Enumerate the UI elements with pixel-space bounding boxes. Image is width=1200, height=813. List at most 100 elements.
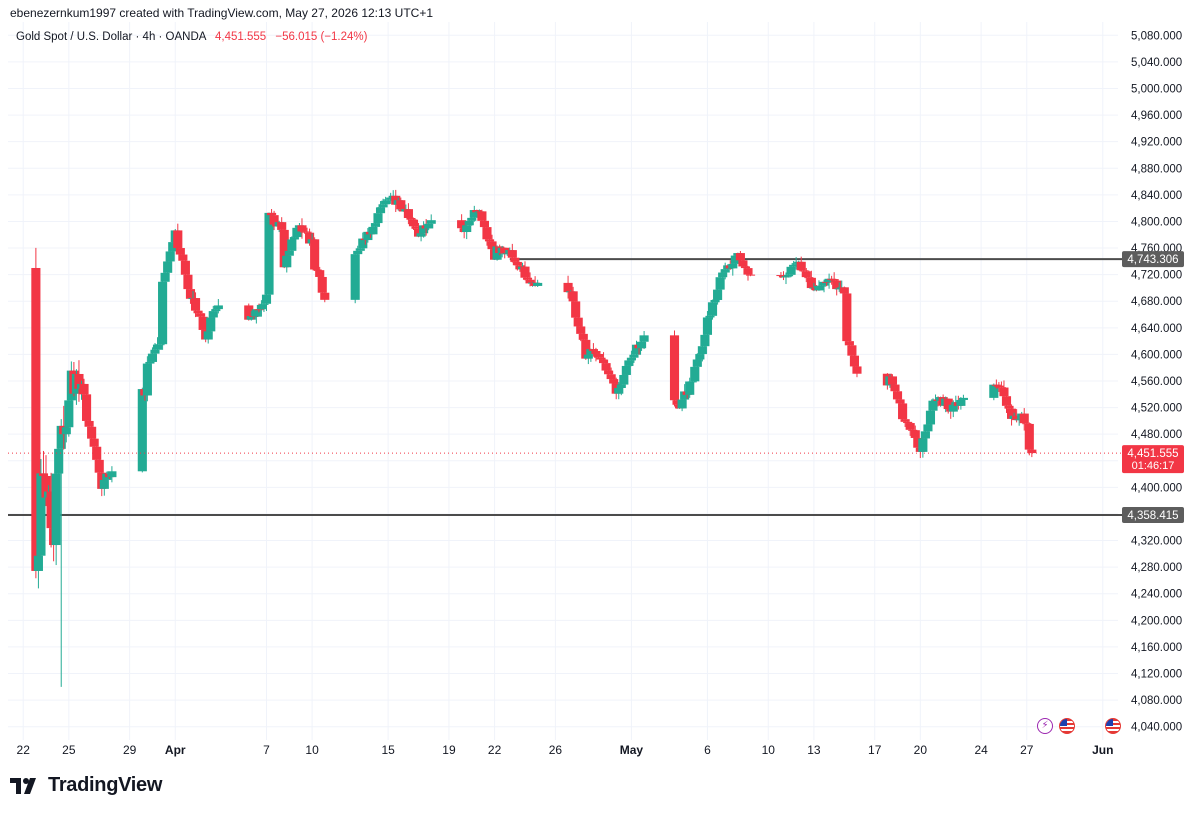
candle-body [525,279,535,284]
candle-body [705,315,715,318]
us-flag-icon[interactable] [1105,718,1121,734]
price-tick-label: 4,920.000 [1131,137,1182,149]
candle-body [467,217,477,221]
candle-body [1012,415,1022,421]
candle-body [692,359,702,367]
candle-body [568,291,578,302]
candle-body [282,255,292,268]
candle-body [355,248,365,251]
candle-body [730,255,740,264]
tradingview-logo[interactable]: TradingView [10,774,162,797]
candle-body [185,289,196,299]
time-tick-label: 25 [62,743,76,757]
candle-body [806,277,816,289]
candle-body [925,410,936,425]
candle-body [510,257,520,262]
candle-body [36,473,46,556]
level-label-box [1122,507,1184,524]
level-label: 4,358.415 [1127,510,1178,522]
time-tick-label: 13 [807,743,821,757]
candle-body [381,200,391,205]
time-axis[interactable]: 22 25 29 Apr 7 10 15 19 22 26 May 6 10 13 17 20 24 27 Jun [17,743,1114,757]
candle-body [315,270,325,277]
candle-body [834,288,844,290]
candle-body [284,250,294,256]
candle-body [898,403,908,420]
price-tick-label: 4,200.000 [1131,615,1182,627]
tradingview-logo-icon [10,777,36,794]
candle-body [89,438,99,447]
last-price-value: 4,451.555 [215,31,267,43]
candle-body [368,226,378,235]
price-tick-label: 4,640.000 [1131,323,1182,335]
level-label-box [1122,251,1184,268]
price-tick-label: 4,480.000 [1131,429,1182,441]
candle-body [687,381,697,383]
candle-body [588,349,598,352]
time-tick-label: 26 [549,743,563,757]
candle-body [728,263,738,269]
price-tick-label: 4,600.000 [1131,349,1182,361]
candle-body [1004,405,1014,409]
symbol-legend[interactable]: Gold Spot / U.S. Dollar · 4h · OANDA 4,4… [16,31,367,43]
candle-body [629,354,639,358]
price-axis[interactable]: 5,080.000 5,040.000 5,000.000 4,960.000 4,92… [1131,30,1182,733]
candle-body [609,379,619,384]
candle-body [79,383,89,395]
price-tick-label: 4,880.000 [1131,163,1182,175]
candle-body [99,479,109,489]
candle-body [715,277,725,290]
candle-body [213,305,223,310]
candle-body [895,399,905,404]
candle-body [1027,449,1037,454]
candle-body [310,239,320,270]
candle-body [107,471,117,478]
candle-body [720,269,730,273]
horizontal-levels [8,258,1122,517]
price-tick-label: 5,040.000 [1131,57,1182,69]
candle-body [576,326,586,334]
candle-body [852,366,862,374]
candle-body [502,253,512,255]
candle-body [1024,423,1034,450]
candle-body [152,344,163,350]
chart-grid [8,22,1118,740]
price-tick-label: 5,000.000 [1131,83,1182,95]
candle-body [180,260,190,275]
candle-body [137,389,147,472]
candle-body [254,309,264,311]
candle-body [269,215,279,225]
candle-body [320,292,330,300]
time-tick-label: 17 [868,743,882,757]
candle-body [586,349,596,355]
candle-body [383,199,393,201]
candle-body [829,279,839,281]
price-tick-label: 4,160.000 [1131,642,1182,654]
candle-body [396,200,406,210]
candle-body [350,254,360,300]
candle-body [462,225,472,233]
time-tick-label: 29 [123,743,137,757]
candle-body [637,341,647,349]
candle-body [289,237,299,240]
candle-body [413,228,424,237]
bolt-icon[interactable]: ⚡ [1037,718,1053,734]
price-tick-label: 4,040.000 [1131,722,1182,734]
us-flag-icon[interactable] [1059,718,1075,734]
candle-body [789,264,799,267]
candle-body [844,341,854,346]
candle-body [738,260,748,267]
candle-body [33,555,43,571]
candle-body [740,266,751,269]
candle-body [920,431,930,439]
candle-body [991,384,1001,386]
candle-body [776,275,786,277]
bar-countdown-label: 01:46:17 [1132,460,1175,472]
candle-body [890,384,900,392]
candle-body [796,261,806,271]
symbol-title: Gold Spot / U.S. Dollar · 4h · OANDA [16,31,206,43]
candle-body [783,274,794,277]
candle-body [839,287,849,294]
